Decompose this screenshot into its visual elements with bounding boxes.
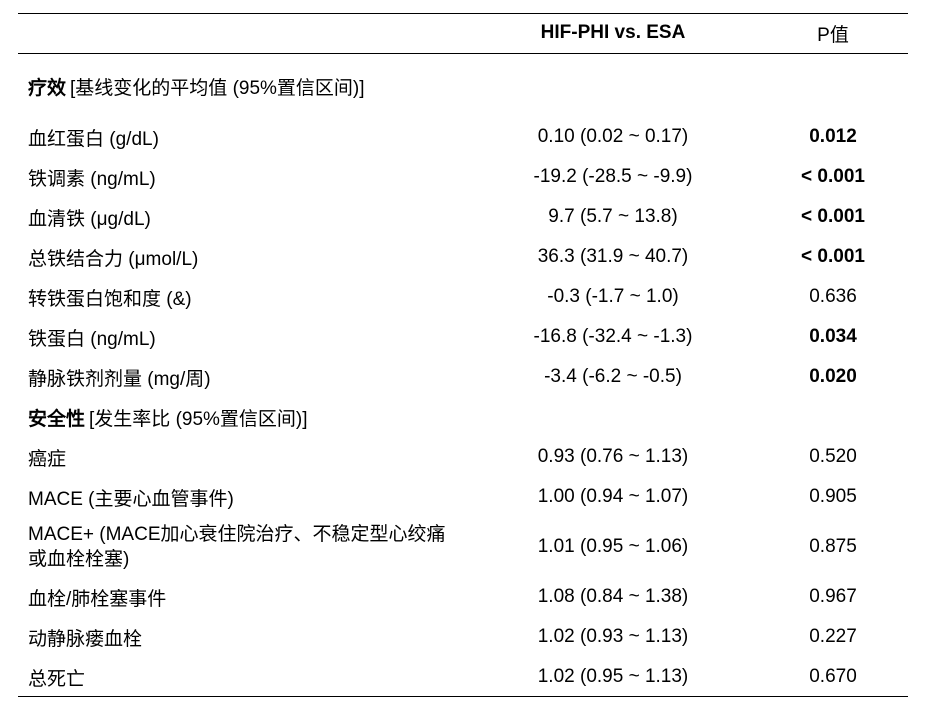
row-p-value: 0.520 (809, 446, 857, 467)
section-title: 疗效 (28, 77, 67, 99)
row-ci: -16.8 (-32.4 ~ -1.3) (533, 326, 693, 347)
row-label: 静脉铁剂剂量 (mg/周) (28, 368, 211, 390)
row-ci: 9.7 (5.7 ~ 13.8) (548, 206, 678, 227)
table-row: 静脉铁剂剂量 (mg/周) -3.4 (-6.2 ~ -0.5) 0.020 (18, 357, 908, 397)
table-row: MACE (主要心血管事件) 1.00 (0.94 ~ 1.07) 0.905 (18, 477, 908, 517)
table-row: 血栓/肺栓塞事件 1.08 (0.84 ~ 1.38) 0.967 (18, 577, 908, 617)
table-row: MACE+ (MACE加心衰住院治疗、不稳定型心绞痛或血栓栓塞) 1.01 (0… (18, 517, 908, 577)
row-p-value: 0.670 (809, 666, 857, 687)
row-ci: 1.00 (0.94 ~ 1.07) (537, 486, 689, 507)
row-label: 转铁蛋白饱和度 (&) (28, 288, 192, 310)
table-row: 癌症 0.93 (0.76 ~ 1.13) 0.520 (18, 437, 908, 477)
section-subtitle: [基线变化的平均值 (95%置信区间)] (70, 77, 365, 99)
section-safety-header: 安全性 [发生率比 (95%置信区间)] (18, 397, 908, 437)
row-p-value: 0.875 (809, 536, 857, 557)
row-ci: 0.93 (0.76 ~ 1.13) (537, 446, 689, 467)
row-ci: 0.10 (0.02 ~ 0.17) (537, 126, 689, 147)
row-p-value: < 0.001 (801, 246, 865, 267)
row-ci: 36.3 (31.9 ~ 40.7) (537, 246, 689, 267)
row-p-value: < 0.001 (801, 206, 865, 227)
row-p-value: 0.636 (809, 286, 857, 307)
header-comparison: HIF-PHI vs. ESA (540, 22, 686, 43)
table-bottom-rule (18, 696, 908, 697)
row-ci: -0.3 (-1.7 ~ 1.0) (547, 286, 679, 307)
row-ci: -19.2 (-28.5 ~ -9.9) (533, 166, 693, 187)
row-p-value: < 0.001 (801, 166, 865, 187)
section-title: 安全性 (28, 408, 86, 430)
row-label: 癌症 (28, 448, 67, 470)
row-label: MACE+ (MACE加心衰住院治疗、不稳定型心绞痛或血栓栓塞) (28, 524, 446, 570)
row-label: 总铁结合力 (μmol/L) (28, 248, 199, 270)
header-p-value: P值 (817, 24, 849, 46)
table-header-row: HIF-PHI vs. ESA P值 (18, 13, 908, 53)
row-p-value: 0.020 (809, 366, 857, 387)
row-ci: -3.4 (-6.2 ~ -0.5) (544, 366, 682, 387)
table-row: 总铁结合力 (μmol/L) 36.3 (31.9 ~ 40.7) < 0.00… (18, 237, 908, 277)
table-row: 血清铁 (μg/dL) 9.7 (5.7 ~ 13.8) < 0.001 (18, 197, 908, 237)
row-label: 铁蛋白 (ng/mL) (28, 328, 156, 350)
row-p-value: 0.012 (809, 126, 857, 147)
results-table: HIF-PHI vs. ESA P值 疗效 [基线变化的平均值 (95%置信区间… (18, 13, 908, 697)
table-row: 动静脉瘘血栓 1.02 (0.93 ~ 1.13) 0.227 (18, 617, 908, 657)
table-row: 铁调素 (ng/mL) -19.2 (-28.5 ~ -9.9) < 0.001 (18, 157, 908, 197)
row-ci: 1.01 (0.95 ~ 1.06) (537, 536, 689, 557)
row-label: MACE (主要心血管事件) (28, 488, 234, 510)
row-label: 铁调素 (ng/mL) (28, 168, 156, 190)
row-label: 血栓/肺栓塞事件 (28, 588, 167, 610)
row-p-value: 0.034 (809, 326, 857, 347)
row-p-value: 0.227 (809, 626, 857, 647)
table-row: 铁蛋白 (ng/mL) -16.8 (-32.4 ~ -1.3) 0.034 (18, 317, 908, 357)
row-label: 总死亡 (28, 668, 86, 690)
row-label: 动静脉瘘血栓 (28, 628, 143, 650)
section-subtitle: [发生率比 (95%置信区间)] (89, 408, 308, 430)
table-top-rule (18, 13, 908, 14)
table-row: 总死亡 1.02 (0.95 ~ 1.13) 0.670 (18, 657, 908, 697)
row-ci: 1.08 (0.84 ~ 1.38) (537, 586, 689, 607)
table-row: 转铁蛋白饱和度 (&) -0.3 (-1.7 ~ 1.0) 0.636 (18, 277, 908, 317)
row-p-value: 0.967 (809, 586, 857, 607)
header-rule (18, 53, 908, 54)
section-efficacy-header: 疗效 [基线变化的平均值 (95%置信区间)] (18, 66, 908, 106)
row-label: 血红蛋白 (g/dL) (28, 128, 159, 150)
table-row: 血红蛋白 (g/dL) 0.10 (0.02 ~ 0.17) 0.012 (18, 117, 908, 157)
row-ci: 1.02 (0.95 ~ 1.13) (537, 666, 689, 687)
row-ci: 1.02 (0.93 ~ 1.13) (537, 626, 689, 647)
row-p-value: 0.905 (809, 486, 857, 507)
row-label: 血清铁 (μg/dL) (28, 208, 151, 230)
